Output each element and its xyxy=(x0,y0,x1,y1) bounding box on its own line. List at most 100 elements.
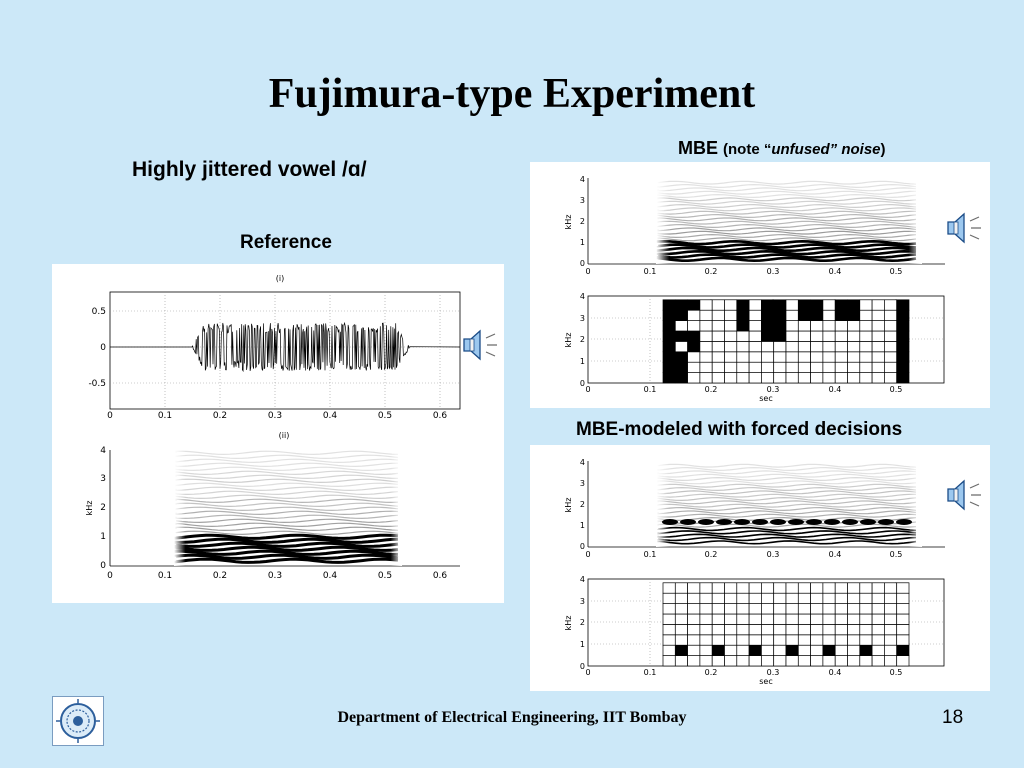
decision-cell xyxy=(834,330,848,342)
decision-cell xyxy=(859,613,873,625)
ref-spec-xtick: 0.3 xyxy=(268,571,282,581)
decision-cell xyxy=(773,320,787,332)
mbe-spectrogram-plot: kHz 4 3 2 1 0 0 0.1 0.2 0.3 0.4 0.5 xyxy=(564,175,945,276)
decision-cell xyxy=(871,309,885,321)
decision-cell xyxy=(736,299,750,311)
decision-cell xyxy=(797,361,811,373)
ref-spec-xtick: 0.5 xyxy=(378,571,392,581)
speaker-icon[interactable] xyxy=(944,210,984,246)
decision-cell xyxy=(859,320,873,332)
decision-cell xyxy=(822,592,836,604)
decision-cell xyxy=(674,644,688,656)
mbe-figure: kHz 4 3 2 1 0 0 0.1 0.2 0.3 0.4 0.5 kHz xyxy=(530,162,990,408)
decision-cell xyxy=(797,644,811,656)
decision-cell xyxy=(699,592,713,604)
ref-spec-xtick: 0.6 xyxy=(433,571,448,581)
decision-cell xyxy=(699,655,713,667)
decision-cell xyxy=(687,644,701,656)
decision-cell xyxy=(884,351,898,363)
decision-cell xyxy=(724,309,738,321)
logo-emblem-icon xyxy=(56,699,100,743)
decision-cell xyxy=(797,655,811,667)
decision-cell xyxy=(748,613,762,625)
forced-spec-ytick: 4 xyxy=(580,458,585,467)
decision-cell xyxy=(748,603,762,615)
decision-cell xyxy=(761,372,775,384)
decision-cell xyxy=(871,372,885,384)
decision-cell xyxy=(797,330,811,342)
mbe-dec-ytick: 1 xyxy=(580,357,585,366)
decision-cell xyxy=(871,603,885,615)
mbe-spec-xtick: 0.1 xyxy=(644,267,657,276)
decision-cell xyxy=(785,613,799,625)
decision-cell xyxy=(711,330,725,342)
decision-cell xyxy=(884,592,898,604)
mbe-dec-xtick: 0.2 xyxy=(705,385,718,394)
decision-cell xyxy=(847,634,861,646)
forced-spec-xtick: 0.1 xyxy=(644,550,657,559)
decision-cell xyxy=(674,613,688,625)
decision-cell xyxy=(711,351,725,363)
reference-label: Reference xyxy=(240,232,332,253)
decision-cell xyxy=(896,634,910,646)
decision-cell xyxy=(773,634,787,646)
decision-cell xyxy=(785,372,799,384)
decision-cell xyxy=(711,655,725,667)
decision-cell xyxy=(662,655,676,667)
decision-cell xyxy=(724,361,738,373)
decision-cell xyxy=(761,644,775,656)
mbe-spec-xtick: 0.5 xyxy=(890,267,903,276)
decision-cell xyxy=(662,644,676,656)
decision-cell xyxy=(834,341,848,353)
decision-cell xyxy=(674,361,688,373)
speaker-icon[interactable] xyxy=(944,477,984,513)
forced-dec-xtick: 0.4 xyxy=(829,668,842,677)
ref-spec-ytick: 2 xyxy=(100,503,106,513)
decision-cell xyxy=(785,634,799,646)
decision-cell xyxy=(884,603,898,615)
decision-cell xyxy=(662,372,676,384)
mbe-spec-xtick: 0.2 xyxy=(705,267,718,276)
decision-cell xyxy=(785,309,799,321)
forced-dec-xtick: 0.5 xyxy=(890,668,903,677)
decision-cell xyxy=(847,309,861,321)
decision-cell xyxy=(699,341,713,353)
mbe-spec-ytick: 3 xyxy=(580,196,585,205)
decision-cell xyxy=(797,320,811,332)
forced-figure-svg: kHz 4 3 2 1 0 0 0.1 0.2 0.3 0.4 0.5 kHz xyxy=(564,458,945,686)
reference-figure: (i) 0.5 0 -0.5 0 0.1 0.2 0.3 0.4 0.5 0.6… xyxy=(52,264,504,603)
decision-cell xyxy=(736,341,750,353)
mbe-dec-ytick: 3 xyxy=(580,314,585,323)
decision-cell xyxy=(847,372,861,384)
decision-cell xyxy=(810,582,824,594)
mbe-dec-ylabel: kHz xyxy=(564,333,573,348)
page-number: 18 xyxy=(942,707,964,728)
decision-cell xyxy=(687,341,701,353)
decision-cell xyxy=(748,655,762,667)
decision-cell xyxy=(674,592,688,604)
decision-cell xyxy=(834,299,848,311)
decision-cell xyxy=(674,582,688,594)
decision-cell xyxy=(859,634,873,646)
decision-cell xyxy=(884,582,898,594)
spectrogram-blob xyxy=(860,519,876,525)
spectrogram-blob xyxy=(734,519,750,525)
decision-cell xyxy=(884,361,898,373)
decision-cell xyxy=(871,624,885,636)
decision-cell xyxy=(773,613,787,625)
spectrogram-blob xyxy=(878,519,894,525)
forced-spec-xtick: 0.3 xyxy=(767,550,780,559)
speaker-icon[interactable] xyxy=(460,327,500,363)
decision-cell xyxy=(847,624,861,636)
decision-cell xyxy=(822,320,836,332)
spectrogram-blob xyxy=(698,519,714,525)
forced-spec-y-ticks: 4 3 2 1 0 xyxy=(580,458,585,551)
mbe-decisions-plot: kHz 4 3 2 1 0 0 0.1 0.2 0.3 0.4 0.5 sec xyxy=(564,292,945,403)
decision-cell xyxy=(699,634,713,646)
decision-cell xyxy=(699,309,713,321)
decision-cell xyxy=(810,309,824,321)
forced-spec-ytick: 2 xyxy=(580,500,585,509)
forced-spec-ytick: 0 xyxy=(580,542,585,551)
decision-cell xyxy=(662,330,676,342)
decision-cell xyxy=(748,320,762,332)
